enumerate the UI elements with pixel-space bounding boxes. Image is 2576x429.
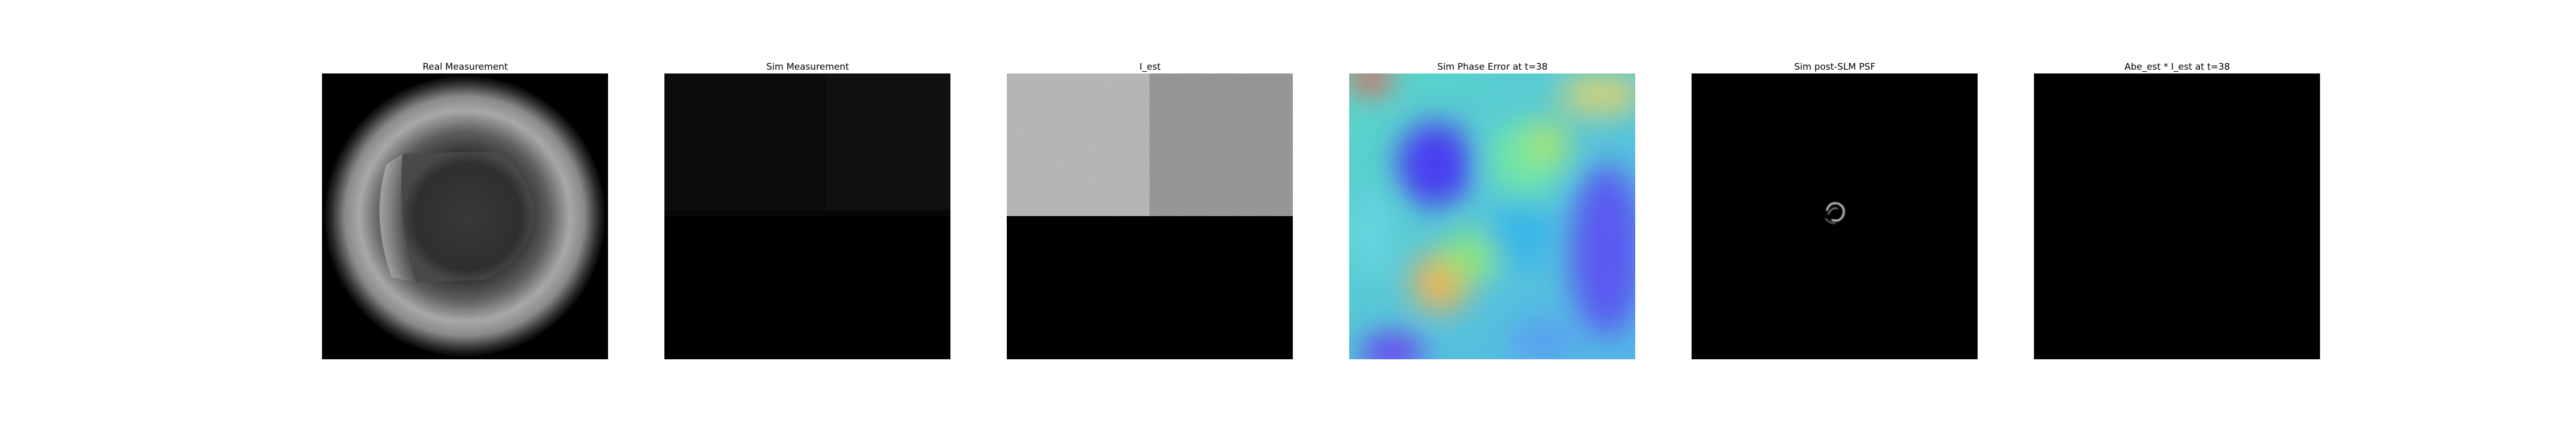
panel-sim-post-slm-psf: Sim post-SLM PSF: [1692, 62, 1978, 359]
panel-title: Real Measurement: [422, 62, 508, 72]
sim-phase-error-image: [1349, 73, 1635, 359]
panel-abe-est-i-est: Abe_est * I_est at t=38: [2034, 62, 2321, 359]
panel-sim-measurement: Sim Measurement: [664, 62, 951, 359]
panel-i-est: I_est: [1007, 62, 1293, 359]
sim-post-slm-psf-image: [1692, 73, 1978, 359]
panel-title: Abe_est * I_est at t=38: [2124, 62, 2230, 72]
panel-title: Sim post-SLM PSF: [1794, 62, 1876, 72]
panel-sim-phase-error: Sim Phase Error at t=38: [1349, 62, 1636, 359]
real-measurement-image: [322, 73, 608, 359]
panel-title: Sim Measurement: [766, 62, 850, 72]
panel-real-measurement: Real Measurement: [322, 62, 609, 359]
panel-title: Sim Phase Error at t=38: [1437, 62, 1548, 72]
i-est-image: [1007, 73, 1293, 359]
sim-measurement-image: [664, 73, 950, 359]
panel-title: I_est: [1139, 62, 1161, 72]
abe-est-i-est-image: [2034, 73, 2320, 359]
